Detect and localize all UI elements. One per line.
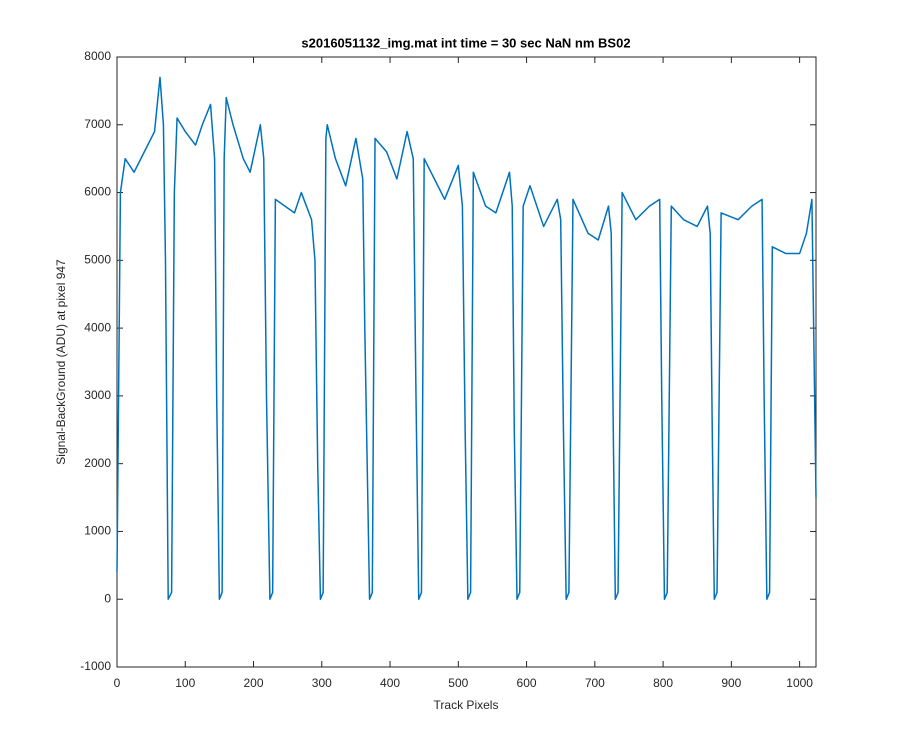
x-tick-label: 400 — [380, 676, 400, 690]
y-tick-label: 8000 — [84, 49, 111, 63]
x-tick-label: 300 — [312, 676, 332, 690]
y-tick-label: 2000 — [84, 456, 111, 470]
x-tick-label: 900 — [721, 676, 741, 690]
x-tick-label: 500 — [448, 676, 468, 690]
y-tick-label: 4000 — [84, 320, 111, 334]
y-tick-label: 7000 — [84, 117, 111, 131]
y-tick-label: 5000 — [84, 253, 111, 267]
x-tick-label: 700 — [585, 676, 605, 690]
x-tick-label: 100 — [175, 676, 195, 690]
x-axis-label: Track Pixels — [434, 698, 499, 712]
y-tick-label: 1000 — [84, 524, 111, 538]
chart-title: s2016051132_img.mat int time = 30 sec Na… — [301, 35, 630, 50]
x-tick-label: 200 — [244, 676, 264, 690]
y-axis-label: Signal-BackGround (ADU) at pixel 947 — [54, 259, 68, 465]
y-tick-label: 3000 — [84, 388, 111, 402]
x-tick-label: 1000 — [786, 676, 813, 690]
plot-frame — [116, 56, 817, 668]
y-tick-label: -1000 — [80, 659, 111, 673]
x-tick-label: 0 — [114, 676, 121, 690]
x-tick-label: 600 — [517, 676, 537, 690]
data-line — [116, 76, 817, 600]
x-tick-label: 800 — [653, 676, 673, 690]
y-tick-label: 6000 — [84, 185, 111, 199]
y-tick-label: 0 — [104, 591, 111, 605]
